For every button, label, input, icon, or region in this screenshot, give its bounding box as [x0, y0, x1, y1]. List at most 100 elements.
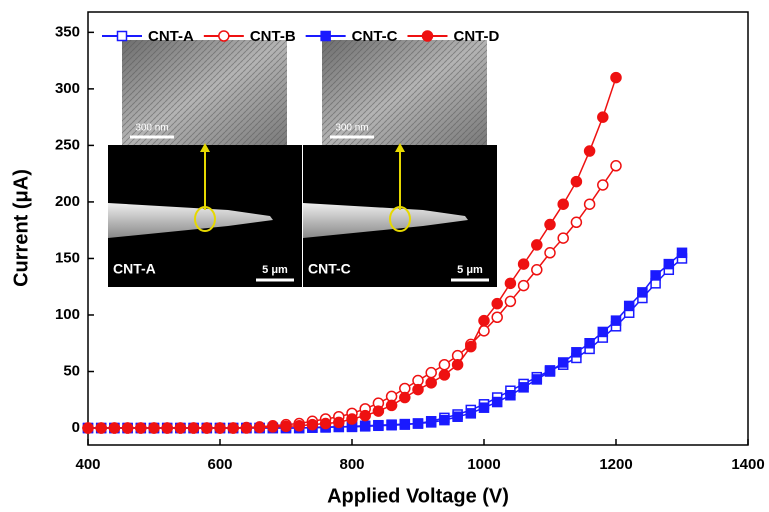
data-point: [506, 391, 515, 400]
data-point: [321, 419, 331, 429]
data-point: [334, 417, 344, 427]
data-point: [347, 414, 357, 424]
data-point: [505, 296, 515, 306]
data-point: [598, 180, 608, 190]
scale-label: 300 nm: [135, 123, 168, 134]
data-point: [453, 412, 462, 421]
data-point: [532, 240, 542, 250]
data-point: [307, 420, 317, 430]
y-tick-label: 50: [63, 362, 80, 379]
data-point: [545, 248, 555, 258]
data-point: [189, 423, 199, 433]
data-point: [439, 370, 449, 380]
data-point: [426, 368, 436, 378]
data-point: [281, 421, 291, 431]
x-tick-label: 1400: [731, 456, 764, 473]
x-tick-label: 600: [207, 456, 232, 473]
legend-label: CNT-D: [453, 28, 499, 45]
data-point: [571, 177, 581, 187]
data-point: [585, 339, 594, 348]
x-tick-label: 400: [75, 456, 100, 473]
data-point: [493, 398, 502, 407]
data-point: [400, 393, 410, 403]
data-point: [414, 419, 423, 428]
data-point: [228, 423, 238, 433]
inset-label: CNT-C: [308, 261, 351, 277]
data-point: [413, 385, 423, 395]
data-point: [162, 423, 172, 433]
x-axis-title: Applied Voltage (V): [327, 485, 509, 507]
legend-marker: [118, 32, 127, 41]
data-point: [123, 423, 133, 433]
data-point: [519, 281, 529, 291]
data-point: [572, 348, 581, 357]
data-point: [175, 423, 185, 433]
data-point: [585, 146, 595, 156]
data-point: [387, 400, 397, 410]
legend-marker: [321, 32, 330, 41]
data-point: [466, 409, 475, 418]
data-point: [373, 406, 383, 416]
x-tick-label: 800: [339, 456, 364, 473]
data-point: [546, 367, 555, 376]
data-point: [558, 199, 568, 209]
data-point: [83, 423, 93, 433]
y-axis-title: Current (μA): [10, 169, 32, 287]
data-point: [519, 259, 529, 269]
data-point: [492, 299, 502, 309]
data-point: [492, 312, 502, 322]
data-point: [598, 112, 608, 122]
data-point: [678, 248, 687, 257]
y-tick-label: 200: [55, 193, 80, 210]
y-tick-label: 300: [55, 80, 80, 97]
data-point: [505, 278, 515, 288]
insets: 300 nm5 μmCNT-A300 nm5 μmCNT-C: [108, 40, 497, 287]
data-point: [545, 220, 555, 230]
data-point: [611, 161, 621, 171]
data-point: [611, 73, 621, 83]
data-point: [109, 423, 119, 433]
data-point: [255, 422, 265, 432]
data-point: [374, 421, 383, 430]
data-point: [427, 418, 436, 427]
chart: 300 nm5 μmCNT-A300 nm5 μmCNT-C Applied V…: [0, 0, 769, 512]
data-point: [585, 199, 595, 209]
data-point: [480, 403, 489, 412]
legend-marker: [219, 31, 229, 41]
x-tick-label: 1000: [467, 456, 500, 473]
data-point: [638, 288, 647, 297]
data-point: [400, 420, 409, 429]
legend-label: CNT-B: [250, 28, 296, 45]
data-point: [268, 422, 278, 432]
data-point: [361, 421, 370, 430]
data-point: [466, 342, 476, 352]
data-point: [360, 411, 370, 421]
data-point: [571, 217, 581, 227]
data-point: [387, 420, 396, 429]
data-point: [625, 301, 634, 310]
scale-label: 5 μm: [457, 264, 483, 276]
data-point: [479, 316, 489, 326]
data-point: [96, 423, 106, 433]
data-point: [651, 271, 660, 280]
data-point: [440, 416, 449, 425]
legend-label: CNT-C: [352, 28, 398, 45]
y-tick-label: 150: [55, 249, 80, 266]
legend-label: CNT-A: [148, 28, 194, 45]
y-tick-label: 350: [55, 23, 80, 40]
data-point: [439, 360, 449, 370]
data-point: [612, 316, 621, 325]
data-point: [532, 265, 542, 275]
data-point: [532, 375, 541, 384]
data-point: [202, 423, 212, 433]
x-tick-label: 1200: [599, 456, 632, 473]
y-tick-label: 0: [72, 419, 80, 436]
data-point: [241, 423, 251, 433]
data-point: [215, 423, 225, 433]
y-tick-label: 250: [55, 136, 80, 153]
scale-label: 5 μm: [262, 264, 288, 276]
data-point: [453, 360, 463, 370]
data-point: [519, 383, 528, 392]
data-point: [136, 423, 146, 433]
data-point: [426, 378, 436, 388]
